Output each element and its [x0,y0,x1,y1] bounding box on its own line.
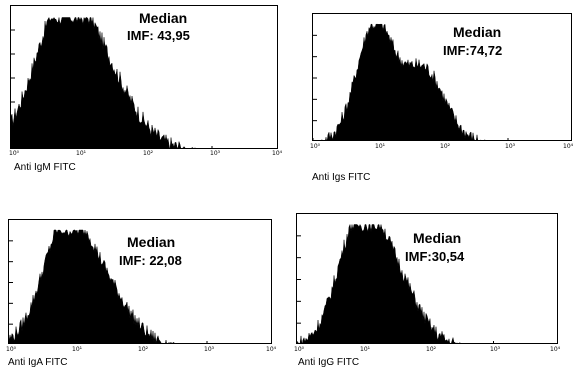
median-value: IMF: 22,08 [119,253,182,268]
median-title: Median [413,230,462,246]
x-axis-label: Anti IgG FITC [298,357,360,368]
tick-label: 10³ [490,346,501,353]
plot-area: Median IMF:30,54 [296,213,558,344]
median-title: Median [127,234,176,250]
tick-label: 10⁰ [294,346,305,353]
tick-label: 10¹ [76,150,87,157]
histogram-area [297,223,464,343]
tick-label: 10³ [505,143,516,150]
histogram-area [11,16,219,148]
median-title: Median [139,10,188,26]
plot-area: Median IMF:74,72 [312,13,572,141]
tick-label: 10⁰ [6,346,17,353]
x-axis-label: Anti Igs FITC [312,172,371,183]
tick-label: 10³ [210,150,221,157]
histogram-area [318,23,493,140]
tick-label: 10¹ [375,143,386,150]
tick-label: 10⁴ [550,346,561,353]
tick-label: 10² [143,150,154,157]
plot-area: Median IMF: 43,95 [10,5,278,149]
histogram-plot [11,16,219,148]
tick-label: 10¹ [72,346,83,353]
tick-label: 10³ [204,346,215,353]
histogram-plot [297,223,494,343]
histogram-plot [9,229,208,343]
tick-label: 10² [426,346,437,353]
tick-label: 10² [440,143,451,150]
histogram-area [9,229,175,343]
tick-label: 10⁰ [9,150,20,157]
median-value: IMF:74,72 [443,43,503,58]
median-value: IMF: 43,95 [127,28,190,43]
tick-label: 10⁴ [563,143,574,150]
histogram-plot [313,23,509,140]
plot-area: Median IMF: 22,08 [8,219,272,344]
x-axis-label: Anti IgA FITC [8,357,68,368]
tick-label: 10⁴ [266,346,277,353]
tick-label: 10⁴ [272,150,283,157]
tick-label: 10² [138,346,149,353]
tick-label: 10⁰ [310,143,321,150]
median-title: Median [453,24,502,40]
x-axis-label: Anti IgM FITC [14,162,76,173]
tick-label: 10¹ [360,346,371,353]
median-value: IMF:30,54 [405,249,465,264]
